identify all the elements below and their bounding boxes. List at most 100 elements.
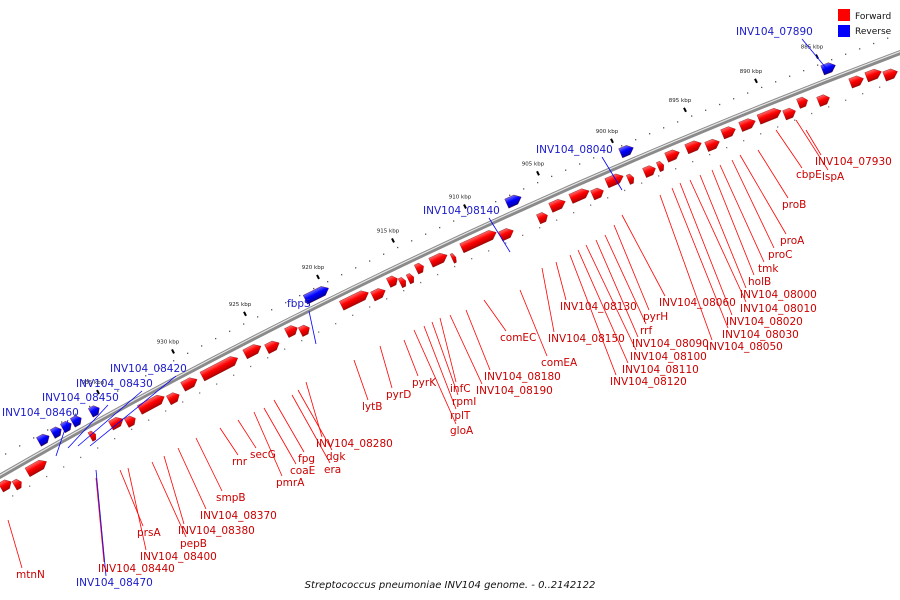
- reverse-gene[interactable]: [820, 61, 838, 76]
- reverse-gene-label[interactable]: INV104_08430: [76, 378, 153, 390]
- forward-gene-label[interactable]: secG: [250, 449, 276, 461]
- forward-gene-label[interactable]: cbpE: [796, 169, 822, 181]
- reverse-gene[interactable]: [302, 284, 331, 305]
- forward-gene-label[interactable]: INV104_08020: [726, 316, 803, 328]
- forward-gene-label[interactable]: INV104_08030: [722, 329, 799, 341]
- forward-gene-label[interactable]: lytB: [362, 401, 382, 413]
- forward-gene[interactable]: [449, 253, 458, 264]
- forward-gene-label[interactable]: pyrD: [386, 389, 411, 401]
- forward-gene[interactable]: [397, 276, 408, 289]
- reverse-gene-label[interactable]: INV104_08140: [423, 205, 500, 217]
- reverse-gene-label[interactable]: INV104_08450: [42, 392, 119, 404]
- forward-gene[interactable]: [816, 93, 832, 107]
- forward-gene-label[interactable]: comEC: [500, 332, 536, 344]
- forward-gene[interactable]: [664, 148, 682, 163]
- forward-gene-label[interactable]: gloA: [450, 425, 474, 437]
- forward-gene-label[interactable]: coaE: [290, 465, 315, 477]
- forward-gene[interactable]: [782, 106, 798, 121]
- reverse-gene[interactable]: [69, 414, 84, 428]
- forward-gene-label[interactable]: comEA: [541, 357, 578, 369]
- forward-gene[interactable]: [370, 286, 388, 302]
- reverse-gene[interactable]: [504, 192, 524, 209]
- forward-gene[interactable]: [848, 74, 866, 89]
- forward-gene-label[interactable]: INV104_08180: [484, 371, 561, 383]
- forward-gene[interactable]: [124, 414, 138, 428]
- forward-gene-label[interactable]: pyrK: [412, 377, 437, 389]
- forward-gene-label[interactable]: proC: [768, 249, 793, 261]
- forward-gene-label[interactable]: proB: [782, 199, 806, 211]
- forward-gene-label[interactable]: pepB: [180, 538, 207, 550]
- forward-gene-label[interactable]: smpB: [216, 492, 246, 504]
- forward-gene[interactable]: [264, 338, 281, 354]
- forward-gene[interactable]: [459, 228, 499, 254]
- forward-gene[interactable]: [704, 137, 722, 152]
- forward-gene-label[interactable]: mtnN: [16, 569, 45, 581]
- forward-gene-label[interactable]: INV104_08190: [476, 385, 553, 397]
- forward-gene[interactable]: [137, 392, 166, 415]
- forward-gene-label[interactable]: rnr: [232, 456, 248, 468]
- forward-gene[interactable]: [242, 342, 264, 360]
- forward-gene-label[interactable]: rplT: [450, 410, 471, 422]
- forward-gene-label[interactable]: INV104_08370: [200, 510, 277, 522]
- reverse-gene-label[interactable]: INV104_08460: [2, 407, 79, 419]
- forward-gene[interactable]: [87, 430, 98, 442]
- forward-gene[interactable]: [536, 211, 549, 225]
- reverse-gene[interactable]: [618, 143, 636, 159]
- forward-gene[interactable]: [414, 262, 426, 275]
- forward-gene-label[interactable]: rrf: [640, 325, 652, 337]
- forward-gene[interactable]: [684, 138, 704, 155]
- reverse-gene-label[interactable]: fbpS: [287, 298, 311, 310]
- forward-gene[interactable]: [498, 226, 516, 242]
- forward-gene-label[interactable]: INV104_08380: [178, 525, 255, 537]
- forward-gene-label[interactable]: INV104_08400: [140, 551, 217, 563]
- forward-gene[interactable]: [756, 106, 783, 125]
- forward-gene[interactable]: [604, 172, 625, 189]
- forward-gene-label[interactable]: INV104_08100: [630, 351, 707, 363]
- forward-gene[interactable]: [796, 96, 810, 109]
- forward-gene[interactable]: [626, 173, 635, 185]
- forward-gene[interactable]: [882, 67, 900, 82]
- forward-gene-label[interactable]: INV104_08150: [548, 333, 625, 345]
- forward-gene[interactable]: [720, 124, 738, 140]
- forward-gene[interactable]: [108, 415, 125, 431]
- forward-gene-label[interactable]: INV104_08090: [632, 338, 709, 350]
- forward-gene-label[interactable]: INV104_08000: [740, 289, 817, 301]
- forward-gene[interactable]: [24, 457, 49, 477]
- forward-gene-label[interactable]: prsA: [137, 527, 161, 539]
- forward-gene-label[interactable]: pmrA: [276, 477, 305, 489]
- reverse-gene-label[interactable]: INV104_08420: [110, 363, 187, 375]
- forward-gene-label[interactable]: INV104_08280: [316, 438, 393, 450]
- forward-gene[interactable]: [386, 274, 399, 288]
- forward-gene[interactable]: [738, 116, 758, 132]
- forward-gene-label[interactable]: lspA: [822, 171, 845, 183]
- forward-gene-label[interactable]: INV104_08120: [610, 376, 687, 388]
- forward-gene-label[interactable]: fpg: [298, 453, 315, 465]
- forward-gene[interactable]: [864, 67, 884, 83]
- forward-gene-label[interactable]: infC: [450, 383, 471, 395]
- forward-gene[interactable]: [339, 288, 370, 311]
- forward-gene[interactable]: [428, 251, 450, 268]
- forward-gene-label[interactable]: INV104_08060: [659, 297, 736, 309]
- forward-gene[interactable]: [166, 390, 181, 406]
- reverse-gene-label[interactable]: INV104_07890: [736, 26, 813, 38]
- reverse-gene[interactable]: [36, 432, 51, 447]
- forward-gene[interactable]: [642, 164, 658, 178]
- forward-gene-label[interactable]: tmk: [758, 263, 779, 275]
- forward-gene[interactable]: [590, 186, 606, 201]
- forward-gene[interactable]: [199, 354, 240, 382]
- reverse-gene-label[interactable]: INV104_08470: [76, 577, 153, 589]
- forward-gene[interactable]: [180, 375, 200, 392]
- forward-gene-label[interactable]: holB: [748, 276, 771, 288]
- forward-gene[interactable]: [568, 186, 591, 204]
- forward-gene-label[interactable]: INV104_08440: [98, 563, 175, 575]
- forward-gene[interactable]: [405, 272, 416, 285]
- forward-gene[interactable]: [0, 477, 14, 493]
- forward-gene-label[interactable]: INV104_08110: [622, 364, 699, 376]
- forward-gene-label[interactable]: pyrH: [643, 311, 668, 323]
- forward-gene-label[interactable]: proA: [780, 235, 805, 247]
- reverse-gene-label[interactable]: INV104_08040: [536, 144, 613, 156]
- forward-gene-label[interactable]: rpmI: [452, 396, 476, 408]
- forward-gene-label[interactable]: INV104_07930: [815, 156, 892, 168]
- forward-gene-label[interactable]: INV104_08050: [706, 341, 783, 353]
- forward-gene[interactable]: [656, 160, 665, 172]
